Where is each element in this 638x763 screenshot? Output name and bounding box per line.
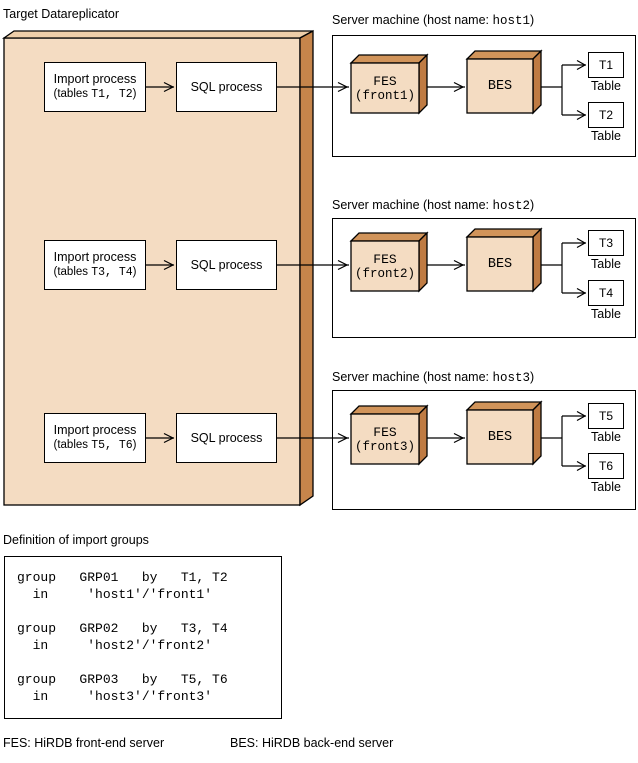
table-caption: Table xyxy=(591,79,621,93)
table-box: T5 xyxy=(588,403,624,429)
definition-line xyxy=(17,603,281,620)
import-tables-label: (tables T3, T4) xyxy=(53,266,137,279)
definition-line: in 'host1'/'front1' xyxy=(17,587,213,602)
table-id: T1 xyxy=(598,58,613,72)
table-id: T2 xyxy=(598,108,613,122)
host-name: host1 xyxy=(492,14,531,28)
server1-bes-box xyxy=(465,49,543,115)
fes-instance-label: (front3) xyxy=(354,439,415,454)
table-box: T4 xyxy=(588,280,624,306)
fes-label-group: FES (front2) xyxy=(351,241,419,291)
sql-process-box: SQL process xyxy=(176,413,277,463)
import-process-box: Import process (tables T3, T4) xyxy=(44,240,146,290)
row1-connectors xyxy=(146,59,587,121)
import-process-label: Import process xyxy=(53,72,137,86)
fes-label: FES xyxy=(373,251,397,267)
legend-bes: BES: HiRDB back-end server xyxy=(230,736,394,750)
diagram-title: Target Datareplicator xyxy=(3,7,120,21)
import-process-label: Import process xyxy=(53,250,137,264)
sql-process-box: SQL process xyxy=(176,240,277,290)
import-tables-label: (tables T1, T2) xyxy=(53,88,137,101)
server2-fes-box xyxy=(349,231,429,293)
definition-line: group GRP01 by T1, T2 xyxy=(17,570,228,585)
sql-process-label: SQL process xyxy=(190,431,263,445)
table-caption: Table xyxy=(591,257,621,271)
table-id: T4 xyxy=(598,286,613,300)
table-caption: Table xyxy=(591,307,621,321)
row3-connectors xyxy=(146,410,587,472)
import-process-box: Import process (tables T1, T2) xyxy=(44,62,146,112)
table-caption: Table xyxy=(591,129,621,143)
sql-process-box: SQL process xyxy=(176,62,277,112)
host-name: host2 xyxy=(492,199,531,213)
server3-bes-box xyxy=(465,400,543,466)
fes-instance-label: (front2) xyxy=(354,266,415,281)
server3-fes-box xyxy=(349,404,429,466)
table-id: T3 xyxy=(598,236,613,250)
server1-fes-box xyxy=(349,53,429,115)
definition-line: in 'host2'/'front2' xyxy=(17,638,213,653)
table-caption: Table xyxy=(591,430,621,444)
server-label: Server machine (host name: host1) xyxy=(332,13,535,28)
definition-heading: Definition of import groups xyxy=(3,533,149,547)
bes-label: BES xyxy=(487,429,513,445)
server-box xyxy=(332,218,636,338)
import-process-box: Import process (tables T5, T6) xyxy=(44,413,146,463)
bes-label: BES xyxy=(487,78,513,94)
definition-line: group GRP02 by T3, T4 xyxy=(17,621,228,636)
table-id: T5 xyxy=(598,409,613,423)
import-tables-label: (tables T5, T6) xyxy=(53,439,137,452)
sql-process-label: SQL process xyxy=(190,258,263,272)
sql-process-label: SQL process xyxy=(190,80,263,94)
definition-line xyxy=(17,654,281,671)
server-label: Server machine (host name: host3) xyxy=(332,370,535,385)
fes-instance-label: (front1) xyxy=(354,88,415,103)
definition-box: group GRP01 by T1, T2 in 'host1'/'front1… xyxy=(4,556,282,719)
table-box: T6 xyxy=(588,453,624,479)
table-id: T6 xyxy=(598,459,613,473)
definition-line: group GRP03 by T5, T6 xyxy=(17,672,228,687)
table-box: T1 xyxy=(588,52,624,78)
table-box: T2 xyxy=(588,102,624,128)
row2-connectors xyxy=(146,237,587,299)
server2-bes-box xyxy=(465,227,543,293)
legend-fes: FES: HiRDB front-end server xyxy=(3,736,165,750)
table-box: T3 xyxy=(588,230,624,256)
bes-label: BES xyxy=(487,256,513,272)
server-box xyxy=(332,35,636,157)
definition-line: in 'host3'/'front3' xyxy=(17,689,213,704)
server-box xyxy=(332,390,636,510)
fes-label-group: FES (front3) xyxy=(351,414,419,464)
table-caption: Table xyxy=(591,480,621,494)
fes-label: FES xyxy=(373,424,397,440)
fes-label-group: FES (front1) xyxy=(351,63,419,113)
server-label: Server machine (host name: host2) xyxy=(332,198,535,213)
import-process-label: Import process xyxy=(53,423,137,437)
fes-label: FES xyxy=(373,73,397,89)
host-name: host3 xyxy=(492,371,531,385)
